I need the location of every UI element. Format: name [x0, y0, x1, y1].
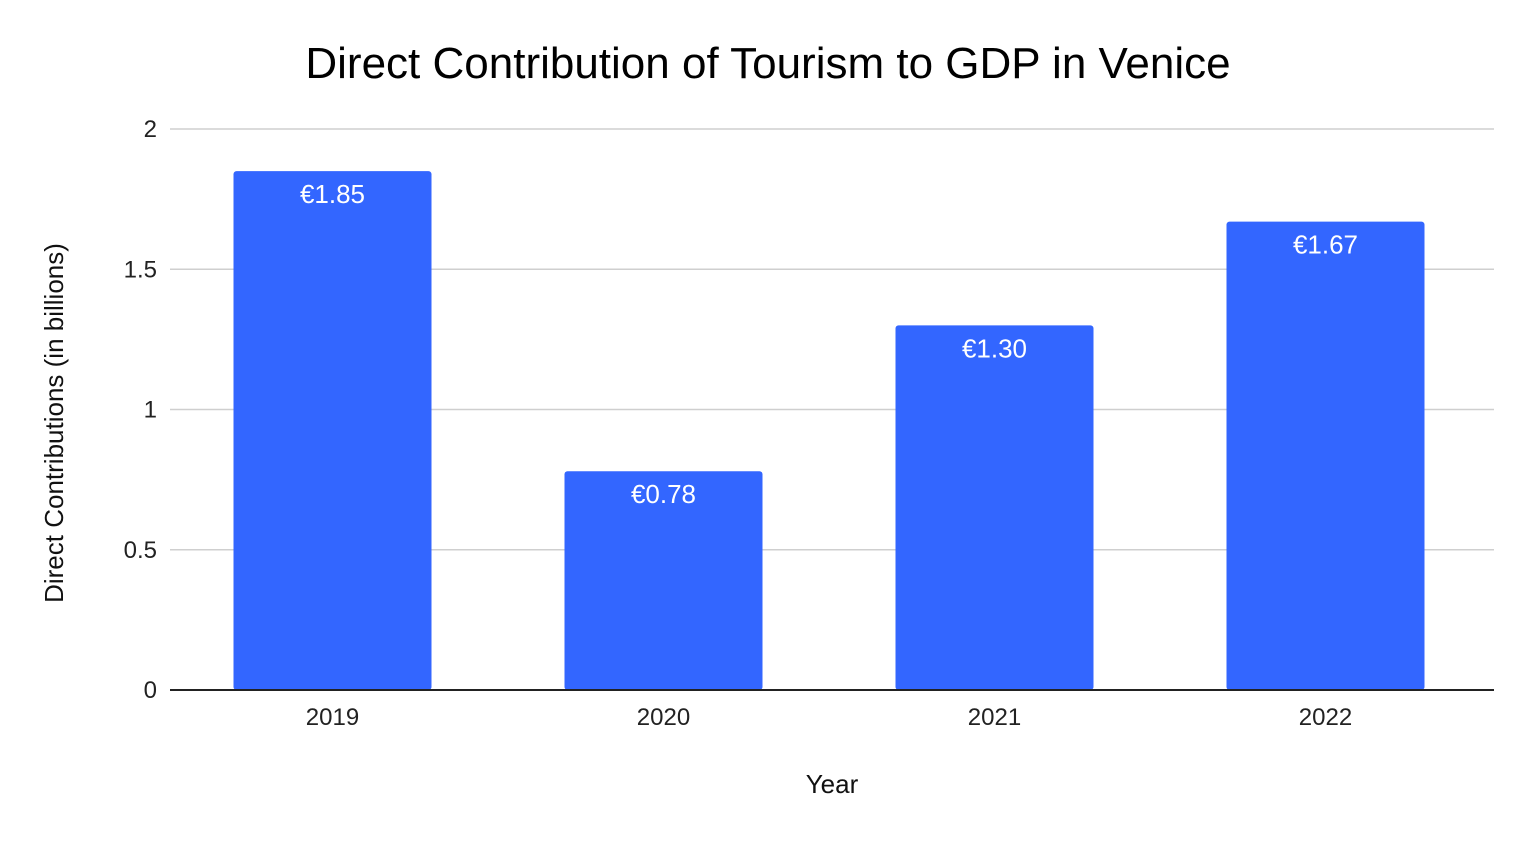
bar-2022 — [1226, 221, 1425, 690]
data-label-2021: €1.30 — [962, 333, 1027, 363]
x-tick-label: 2021 — [968, 704, 1021, 731]
x-axis-ticks: 2019 2020 2021 2022 — [306, 704, 1352, 731]
y-tick-label: 0 — [144, 677, 157, 704]
bar-2021 — [895, 325, 1094, 690]
y-tick-label: 1.5 — [124, 256, 157, 283]
bar-2019 — [233, 171, 432, 690]
data-label-2019: €1.85 — [300, 179, 365, 209]
bar-2020 — [564, 471, 763, 690]
y-tick-label: 0.5 — [124, 537, 157, 564]
y-axis-ticks: 0 0.5 1 1.5 2 — [124, 116, 157, 704]
x-axis-label: Year — [806, 769, 859, 799]
y-axis-label: Direct Contributions (in billions) — [39, 243, 69, 603]
bars — [233, 171, 1425, 690]
chart-title: Direct Contribution of Tourism to GDP in… — [305, 39, 1230, 88]
data-label-2022: €1.67 — [1293, 230, 1358, 260]
y-tick-label: 2 — [144, 116, 157, 143]
y-tick-label: 1 — [144, 397, 157, 424]
x-tick-label: 2022 — [1299, 704, 1352, 731]
x-tick-label: 2020 — [637, 704, 690, 731]
x-tick-label: 2019 — [306, 704, 359, 731]
data-label-2020: €0.78 — [631, 479, 696, 509]
data-labels: €1.85 €0.78 €1.30 €1.67 — [300, 179, 1358, 509]
